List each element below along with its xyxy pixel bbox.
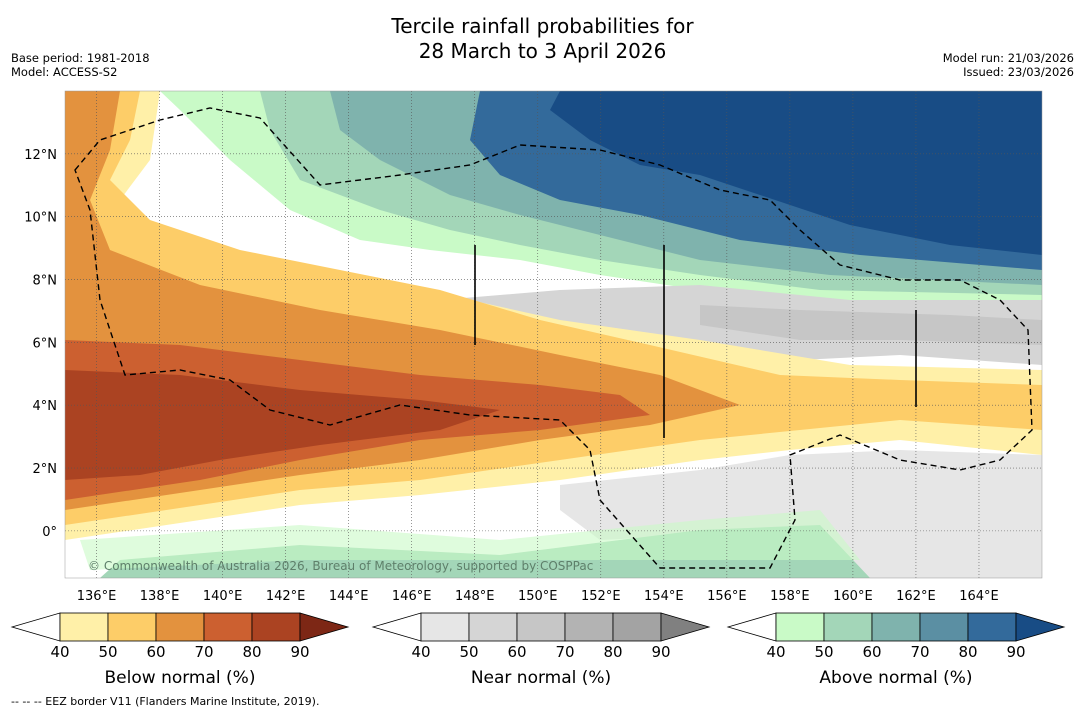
colorbar-segment bbox=[107, 612, 157, 642]
latitude-label: 0° bbox=[42, 525, 57, 540]
colorbar-tick: 70 bbox=[910, 643, 930, 661]
colorbar-label: Near normal (%) bbox=[470, 668, 612, 688]
colorbar bbox=[10, 612, 350, 642]
colorbar-segment bbox=[564, 612, 614, 642]
colorbar-tick: 60 bbox=[146, 643, 166, 661]
model-run: Model run: 21/03/2026 bbox=[942, 51, 1074, 65]
colorbar-label: Above normal (%) bbox=[819, 668, 973, 688]
colorbars bbox=[10, 612, 1066, 642]
colorbar-over-triangle bbox=[299, 612, 350, 642]
colorbar-segment bbox=[612, 612, 662, 642]
eez-palau-fsm bbox=[74, 107, 1033, 569]
colorbar-tick: 90 bbox=[1006, 643, 1026, 661]
colorbar-tick: 70 bbox=[555, 643, 575, 661]
colorbar-tick: 60 bbox=[862, 643, 882, 661]
colorbar-segment bbox=[775, 612, 825, 642]
title-line-2: 28 March to 3 April 2026 bbox=[418, 39, 667, 63]
latitude-label: 12°N bbox=[24, 148, 57, 163]
longitude-label: 140°E bbox=[203, 589, 243, 604]
above-normal-90 bbox=[550, 91, 1042, 255]
colorbar-under-triangle bbox=[726, 612, 777, 642]
colorbar-tick: 80 bbox=[603, 643, 623, 661]
colorbar-segment bbox=[468, 612, 518, 642]
colorbar-segment bbox=[919, 612, 969, 642]
colorbar-over-triangle bbox=[1015, 612, 1066, 642]
longitude-label: 138°E bbox=[140, 589, 180, 604]
longitude-label: 160°E bbox=[833, 589, 873, 604]
longitude-label: 144°E bbox=[329, 589, 369, 604]
latitude-labels: 12°N 10°N 8°N 6°N 4°N 2°N 0° bbox=[24, 148, 57, 540]
colorbar-label: Below normal (%) bbox=[104, 668, 256, 688]
colorbar-tick: 40 bbox=[411, 643, 431, 661]
above-normal-south-light bbox=[80, 510, 860, 570]
model-name: Model: ACCESS-S2 bbox=[11, 65, 118, 79]
near-normal-inner bbox=[700, 305, 1042, 345]
longitude-label: 150°E bbox=[518, 589, 558, 604]
longitude-label: 154°E bbox=[644, 589, 684, 604]
colorbar-tick: 80 bbox=[242, 643, 262, 661]
colorbar-tick: 40 bbox=[766, 643, 786, 661]
longitude-label: 136°E bbox=[77, 589, 117, 604]
colorbar-segment bbox=[251, 612, 301, 642]
longitude-label: 142°E bbox=[266, 589, 306, 604]
colorbar-over-triangle bbox=[660, 612, 711, 642]
longitude-label: 156°E bbox=[707, 589, 747, 604]
copyright-note: © Commonwealth of Australia 2026, Bureau… bbox=[88, 559, 593, 573]
colorbar-tick: 70 bbox=[194, 643, 214, 661]
footer-note: -- -- -- EEZ border V11 (Flanders Marine… bbox=[11, 695, 320, 708]
longitude-label: 164°E bbox=[959, 589, 999, 604]
longitude-labels: 136°E 138°E 140°E 142°E 144°E 146°E 148°E 150°E… bbox=[77, 589, 999, 604]
eez-borders bbox=[74, 107, 1033, 569]
colorbar-tick: 80 bbox=[958, 643, 978, 661]
below-normal-90 bbox=[65, 370, 500, 480]
colorbar-tick: 60 bbox=[507, 643, 527, 661]
issued-date: Issued: 23/03/2026 bbox=[963, 65, 1074, 79]
latitude-label: 2°N bbox=[33, 462, 58, 477]
probability-field bbox=[65, 91, 1042, 578]
colorbar-tick: 50 bbox=[814, 643, 834, 661]
colorbar-segment bbox=[155, 612, 205, 642]
colorbar-tick: 50 bbox=[459, 643, 479, 661]
map-title: Tercile rainfall probabilities for 28 Ma… bbox=[0, 14, 1085, 64]
colorbar-segment bbox=[871, 612, 921, 642]
latitude-label: 6°N bbox=[33, 336, 58, 351]
title-line-1: Tercile rainfall probabilities for bbox=[391, 14, 694, 38]
colorbar-segment bbox=[516, 612, 566, 642]
colorbar-tick: 50 bbox=[98, 643, 118, 661]
latitude-label: 8°N bbox=[33, 274, 58, 289]
latitude-label: 10°N bbox=[24, 211, 57, 226]
graticule bbox=[65, 91, 1042, 578]
longitude-label: 162°E bbox=[896, 589, 936, 604]
colorbar bbox=[726, 612, 1066, 642]
latitude-label: 4°N bbox=[33, 399, 58, 414]
colorbar-segment bbox=[59, 612, 109, 642]
colorbar-segment bbox=[823, 612, 873, 642]
base-period: Base period: 1981-2018 bbox=[11, 51, 150, 65]
longitude-label: 146°E bbox=[392, 589, 432, 604]
colorbar bbox=[371, 612, 711, 642]
colorbar-under-triangle bbox=[10, 612, 61, 642]
colorbar-under-triangle bbox=[371, 612, 422, 642]
colorbar-tick: 90 bbox=[651, 643, 671, 661]
meta-left: Base period: 1981-2018 Model: ACCESS-S2 bbox=[11, 51, 150, 79]
meta-right: Model run: 21/03/2026 Issued: 23/03/2026 bbox=[943, 51, 1074, 79]
map-frame bbox=[64, 90, 1043, 579]
colorbar-segment bbox=[967, 612, 1017, 642]
colorbar-segment bbox=[203, 612, 253, 642]
colorbar-tick: 40 bbox=[50, 643, 70, 661]
longitude-label: 152°E bbox=[581, 589, 621, 604]
longitude-label: 158°E bbox=[770, 589, 810, 604]
colorbar-tick: 90 bbox=[290, 643, 310, 661]
colorbar-segment bbox=[420, 612, 470, 642]
longitude-label: 148°E bbox=[455, 589, 495, 604]
island-markers bbox=[474, 245, 917, 438]
